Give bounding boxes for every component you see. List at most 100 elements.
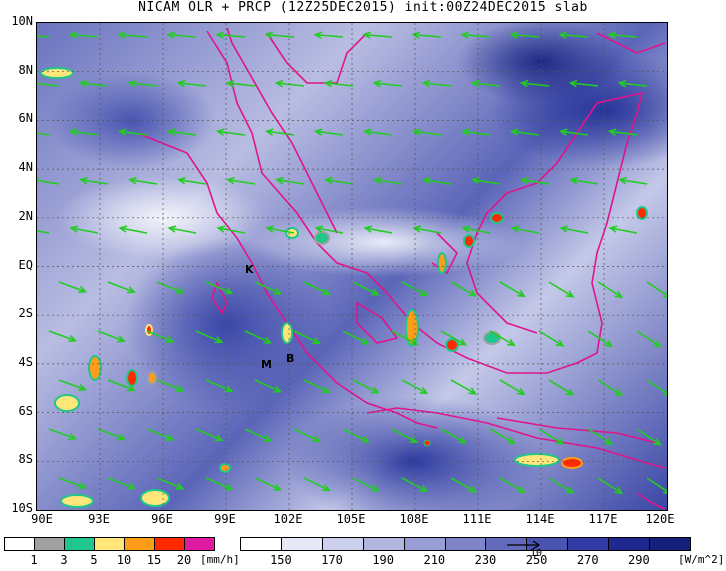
wind-vector [352,281,379,296]
wind-vector [205,379,232,392]
wind-vector [548,281,574,298]
wind-vector-head [117,31,127,39]
wind-vector [472,178,501,185]
wind-vector [342,428,369,443]
wind-vector [499,477,525,493]
wind-vector-head [370,386,380,394]
y-tick-label: 2N [18,208,33,223]
wind-vector-head [274,79,284,88]
wind-vector-head [409,436,419,444]
wind-vector [316,227,344,234]
wind-vector-head [263,434,273,442]
wind-vector-head [127,482,136,490]
wind-vector [37,229,50,234]
wind-vector [414,227,442,234]
wind-vector [472,82,501,87]
wind-vector-head [411,128,421,136]
olr-color-cell [280,537,323,551]
y-tick-label: 6S [18,403,33,418]
wind-vector [156,379,184,392]
map-overlay [37,23,667,510]
wind-vector [70,130,99,136]
precip-color-cell [184,537,215,551]
y-tick-label: 4S [18,354,33,369]
wind-vector [521,82,550,87]
wind-vector-head [165,335,175,343]
wind-vector [325,82,354,87]
vector-reference-label: 10 [530,548,543,559]
wind-vector [37,179,60,185]
wind-vector [266,33,295,38]
y-tick-label: 6N [18,111,33,126]
wind-vector-head [273,385,283,393]
olr-color-cell [444,537,487,551]
olr-unit: [W/m^2] [678,553,725,566]
wind-vector [107,379,135,391]
wind-vector-head [79,176,88,185]
wind-vector [548,379,574,396]
precip-color-cell [4,537,35,551]
wind-vector-head [419,289,429,297]
wind-vector [352,477,379,492]
wind-vector-head [322,484,331,491]
wind-vector [587,428,613,445]
wind-vector [512,227,540,234]
wind-vector-head [118,225,128,233]
wind-vector [293,428,320,442]
wind-vector-head [653,438,662,446]
olr-color-cell [649,537,691,551]
wind-vector [609,130,638,136]
x-tick-label: 105E [336,512,366,526]
wind-vector-head [175,286,185,294]
wind-vector-head [127,79,137,88]
wind-vector-head [224,287,234,295]
wind-vector [646,379,667,395]
wind-vector [450,477,476,493]
wind-vector-head [68,31,78,39]
wind-vector [636,330,661,348]
marker-m: M [261,358,272,371]
wind-vector-head [177,176,186,185]
wind-vector-head [517,289,526,298]
wind-vector [254,379,281,393]
precip-color-cell [64,537,95,551]
wind-vector-head [68,128,78,136]
olr-color-cell [321,537,364,551]
olr-colorbar-label: 190 [372,553,395,567]
wind-vector-head [264,31,274,39]
wind-vector-head [520,176,529,185]
wind-vector [266,130,295,136]
wind-vector-head [607,31,617,39]
wind-vector [413,33,442,38]
wind-vector-head [360,435,370,443]
wind-vector-head [69,225,79,233]
precip-colorbar-label: 10 [116,553,132,567]
wind-vector-head [214,336,224,344]
wind-vector [37,35,50,38]
wind-vector [195,428,222,441]
wind-vector [374,82,403,87]
coastlines [136,27,666,510]
wind-vector-head [265,225,275,233]
olr-colorbar-label: 290 [628,553,650,567]
wind-vector-head [214,434,224,442]
wind-vector-head [313,31,323,39]
wind-vector-head [372,79,382,88]
wind-vector-head [273,483,283,491]
y-tick-label: 4N [18,160,33,175]
wind-vector-head [314,225,324,233]
reference-arrow-icon [507,540,541,550]
wind-vector-head [323,79,333,88]
wind-vector [463,227,491,234]
wind-vector [120,227,148,234]
wind-vector-head [363,225,373,233]
wind-vector-head [275,176,284,185]
wind-vector-head [273,287,283,295]
wind-vector [218,227,246,234]
olr-colorbar [240,537,691,551]
wind-vector-head [565,290,575,298]
wind-vector-head [461,225,471,233]
wind-vector [499,281,525,297]
wind-vector [342,330,369,345]
wind-vector-head [263,336,273,344]
